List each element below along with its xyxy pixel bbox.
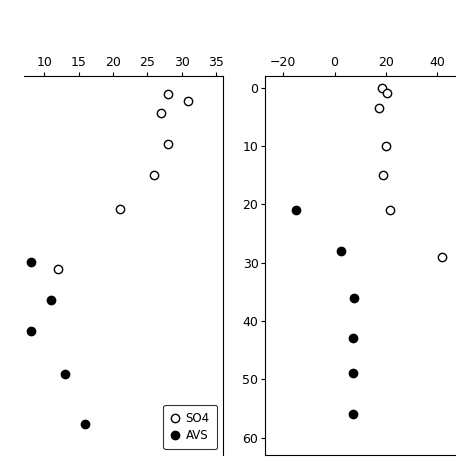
Legend: SO4, AVS: SO4, AVS bbox=[163, 405, 217, 449]
